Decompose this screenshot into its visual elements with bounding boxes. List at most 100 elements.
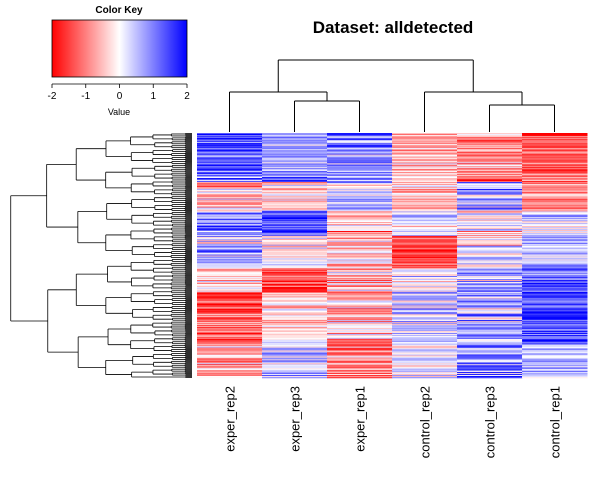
heatmap-cell [392,228,458,230]
heatmap-cell [262,138,328,141]
heatmap-cell [457,351,523,353]
heatmap-cell [522,366,588,368]
heatmap-cell [262,253,328,255]
heatmap-cell [327,263,393,265]
heatmap-cell [457,194,523,197]
heatmap-cell [327,280,393,282]
heatmap-cell [392,186,458,189]
heatmap-cell [262,236,328,239]
heatmap-cell [522,211,588,213]
heatmap-cell [327,133,393,135]
heatmap-cell [262,252,328,254]
heatmap-cell [197,232,263,235]
heatmap-cell [522,248,588,250]
heatmap-cell [392,273,458,275]
heatmap-cell [522,266,588,268]
heatmap-cell [522,195,588,197]
heatmap-cell [262,220,328,222]
heatmap-cell [392,315,458,317]
heatmap-cell [522,290,588,293]
heatmap-cell [392,170,458,172]
heatmap-cell [262,157,328,159]
heatmap-cell [522,363,588,365]
heatmap-cell [262,346,328,348]
heatmap-cell [262,242,328,245]
heatmap-cell [197,181,263,183]
heatmap-cell [262,343,328,345]
heatmap-cell [327,165,393,167]
heatmap-cell [327,220,393,222]
heatmap-cell [392,231,458,234]
heatmap-cell [262,208,328,210]
heatmap-cell [262,154,328,156]
heatmap-cell [197,193,263,196]
heatmap-cell [327,265,393,267]
heatmap-cell [197,250,263,252]
heatmap-cell [392,203,458,205]
heatmap-cell [197,268,263,270]
heatmap-cell [197,230,263,232]
heatmap-cell [327,259,393,261]
heatmap-cell [522,277,588,279]
heatmap-cell [262,257,328,259]
heatmap-cell [392,172,458,174]
heatmap-cell [457,272,523,274]
column-label: control_rep3 [483,386,498,458]
heatmap-cell [262,176,328,178]
heatmap-cell [392,290,458,293]
heatmap-cell [197,258,263,260]
heatmap-cell [457,138,523,141]
heatmap-cell [457,174,523,176]
heatmap-cell [392,234,458,237]
heatmap-cell [522,133,588,135]
heatmap-cell [457,144,523,147]
heatmap-cell [392,363,458,365]
heatmap-cell [457,352,523,354]
heatmap-cell [197,270,263,272]
heatmap-cell [522,191,588,194]
heatmap-cell [457,170,523,172]
heatmap-cell [197,219,263,221]
heatmap-cell [522,271,588,273]
heatmap-cell [262,237,328,240]
heatmap-cell [327,249,393,251]
heatmap-cell [327,236,393,239]
heatmap-cell [522,225,588,227]
heatmap-cell [392,293,458,295]
heatmap-cell [457,274,523,276]
heatmap-cell [457,280,523,283]
heatmap-cell [262,141,328,144]
heatmap-cell [327,343,393,345]
heatmap-cell [457,149,523,151]
heatmap-cell [392,239,458,242]
heatmap-cell [392,305,458,307]
heatmap-cell [327,189,393,192]
heatmap-cell [197,273,263,275]
heatmap-cell [457,139,523,142]
heatmap-cell [197,287,263,290]
heatmap-cell [197,211,263,213]
heatmap-cell [457,261,523,263]
heatmap-cell [522,323,588,325]
heatmap-cell [392,237,458,240]
heatmap-cell [522,156,588,158]
heatmap-cell [327,304,393,306]
heatmap-cell [262,161,328,163]
heatmap-cell [197,210,263,212]
heatmap-cell [327,369,393,371]
heatmap-cell [327,286,393,289]
heatmap-cell [197,138,263,141]
heatmap-cell [197,302,263,304]
heatmap-cell [392,220,458,222]
heatmap-cell [457,325,523,327]
heatmap-cell [392,157,458,159]
heatmap-cell [392,372,458,374]
heatmap-cell [262,239,328,242]
heatmap-cell [327,204,393,206]
heatmap-cell [392,355,458,357]
heatmap-cell [197,329,263,331]
heatmap-cell [522,242,588,245]
heatmap-cell [392,289,458,292]
heatmap-cell [262,334,328,337]
